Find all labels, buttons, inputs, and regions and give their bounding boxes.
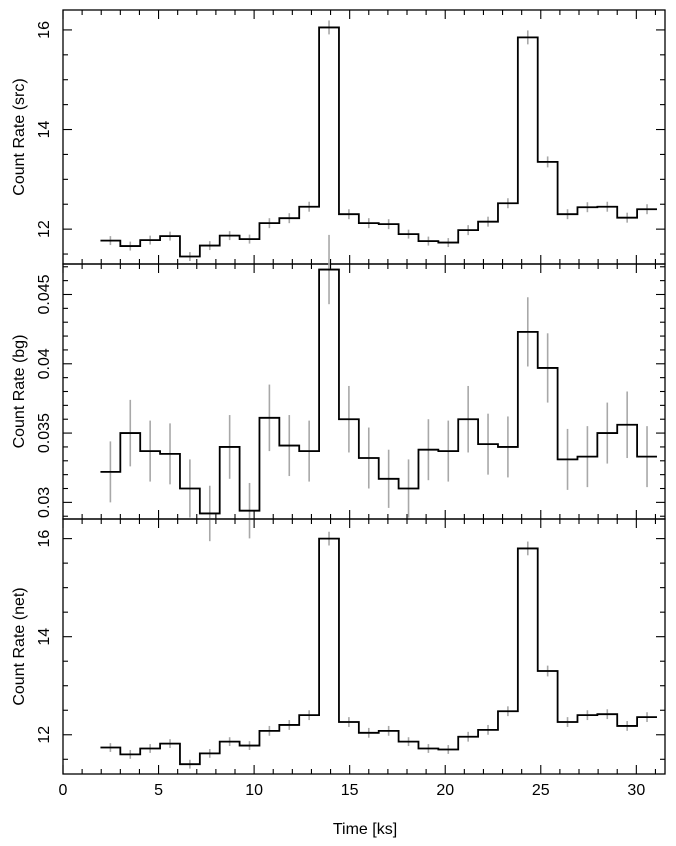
y-tick-label: 16	[36, 21, 53, 39]
x-tick-label: 0	[59, 782, 68, 799]
step-series	[100, 268, 657, 515]
y-tick-label: 0.04	[36, 348, 53, 379]
y-tick-label: 0.045	[36, 274, 53, 314]
y-tick-label: 0.03	[36, 487, 53, 518]
y-axis-label: Count Rate (bg)	[11, 335, 28, 449]
panel-2	[62, 234, 666, 542]
y-axis-label: Count Rate (src)	[11, 78, 28, 195]
y-tick-label: 12	[36, 726, 53, 744]
x-tick-label: 20	[436, 782, 454, 799]
x-tick-label: 10	[245, 782, 263, 799]
y-tick-label: 0.035	[36, 413, 53, 453]
y-axis-label: Count Rate (net)	[11, 587, 28, 705]
step-series	[100, 26, 657, 258]
y-tick-label: 16	[36, 530, 53, 548]
x-axis-label: Time [ks]	[333, 821, 397, 838]
step-series	[100, 537, 657, 766]
panel-1	[62, 9, 666, 265]
y-tick-label: 14	[36, 628, 53, 646]
plot-frame	[62, 9, 666, 265]
x-tick-label: 15	[341, 782, 359, 799]
x-tick-label: 25	[532, 782, 550, 799]
x-tick-label: 30	[627, 782, 645, 799]
panel-3	[62, 518, 666, 775]
y-tick-label: 12	[36, 220, 53, 238]
x-tick-label: 5	[154, 782, 163, 799]
plot-frame	[62, 518, 666, 775]
y-tick-label: 14	[36, 121, 53, 139]
plot-frame	[62, 263, 666, 520]
